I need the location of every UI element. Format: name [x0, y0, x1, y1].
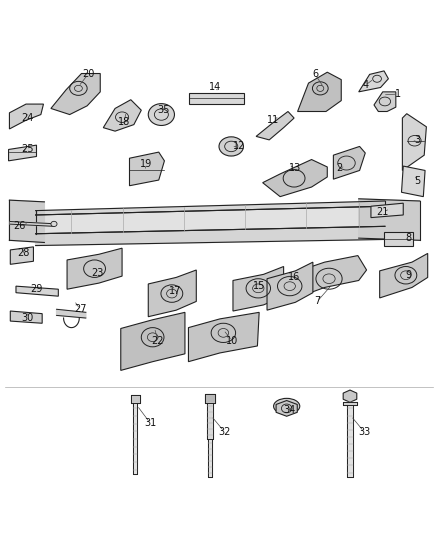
Text: 11: 11 — [268, 115, 280, 125]
Text: 23: 23 — [92, 268, 104, 278]
Polygon shape — [343, 390, 357, 402]
Polygon shape — [10, 200, 44, 243]
Text: 32: 32 — [218, 426, 230, 437]
Text: 15: 15 — [253, 281, 265, 291]
Text: 16: 16 — [288, 272, 300, 282]
Polygon shape — [51, 74, 100, 115]
Text: 4: 4 — [362, 80, 368, 90]
Polygon shape — [189, 93, 244, 104]
Polygon shape — [131, 395, 140, 403]
Polygon shape — [35, 227, 385, 246]
Text: 7: 7 — [314, 296, 320, 306]
Polygon shape — [16, 286, 58, 296]
Text: 1: 1 — [395, 89, 401, 99]
Text: 21: 21 — [377, 207, 389, 217]
Text: 5: 5 — [414, 176, 421, 187]
Polygon shape — [403, 114, 426, 171]
Text: 14: 14 — [208, 83, 221, 93]
Polygon shape — [380, 253, 427, 298]
Text: 6: 6 — [312, 69, 318, 79]
Ellipse shape — [274, 398, 300, 414]
Polygon shape — [374, 92, 396, 111]
Ellipse shape — [148, 103, 174, 125]
Polygon shape — [103, 100, 141, 131]
Text: 2: 2 — [336, 163, 342, 173]
Polygon shape — [67, 248, 122, 289]
Polygon shape — [371, 203, 403, 217]
Polygon shape — [130, 152, 164, 185]
Ellipse shape — [51, 221, 57, 227]
Polygon shape — [205, 394, 215, 403]
Text: 35: 35 — [157, 105, 170, 115]
Text: 33: 33 — [358, 426, 370, 437]
Text: 3: 3 — [415, 135, 421, 145]
Ellipse shape — [219, 137, 244, 156]
Polygon shape — [35, 201, 385, 215]
Polygon shape — [208, 439, 212, 477]
Polygon shape — [256, 111, 294, 140]
Text: 17: 17 — [169, 286, 181, 295]
Text: 12: 12 — [233, 141, 245, 151]
Polygon shape — [384, 232, 413, 246]
Text: 29: 29 — [30, 284, 42, 294]
Text: 19: 19 — [140, 159, 152, 169]
Polygon shape — [402, 166, 425, 197]
Text: 27: 27 — [74, 304, 86, 314]
Polygon shape — [233, 266, 284, 311]
Polygon shape — [263, 159, 327, 197]
Polygon shape — [292, 256, 367, 299]
Text: 9: 9 — [406, 270, 412, 280]
Text: 34: 34 — [284, 405, 296, 415]
Polygon shape — [11, 222, 54, 227]
Polygon shape — [276, 400, 297, 416]
Polygon shape — [333, 147, 365, 179]
Text: 22: 22 — [152, 336, 164, 346]
Polygon shape — [133, 403, 138, 474]
Polygon shape — [9, 145, 36, 161]
Polygon shape — [267, 262, 313, 310]
Text: 20: 20 — [82, 69, 94, 79]
Text: 30: 30 — [21, 313, 34, 323]
Text: 13: 13 — [289, 163, 301, 173]
Text: 26: 26 — [13, 221, 25, 231]
Text: 24: 24 — [21, 113, 34, 123]
Text: 25: 25 — [21, 143, 34, 154]
Polygon shape — [121, 312, 185, 370]
Text: 28: 28 — [17, 247, 30, 257]
Polygon shape — [359, 199, 420, 240]
Text: 8: 8 — [406, 233, 412, 243]
Polygon shape — [297, 72, 341, 111]
Text: 31: 31 — [144, 418, 156, 428]
Polygon shape — [207, 403, 213, 439]
Text: 10: 10 — [226, 336, 238, 346]
Polygon shape — [57, 309, 86, 318]
Polygon shape — [359, 71, 389, 92]
Polygon shape — [11, 247, 33, 264]
Polygon shape — [35, 206, 385, 234]
Polygon shape — [343, 402, 357, 405]
Text: 18: 18 — [118, 117, 130, 127]
Polygon shape — [148, 270, 196, 317]
Polygon shape — [347, 405, 353, 477]
Polygon shape — [10, 104, 43, 129]
Polygon shape — [188, 312, 259, 362]
Polygon shape — [11, 311, 42, 323]
